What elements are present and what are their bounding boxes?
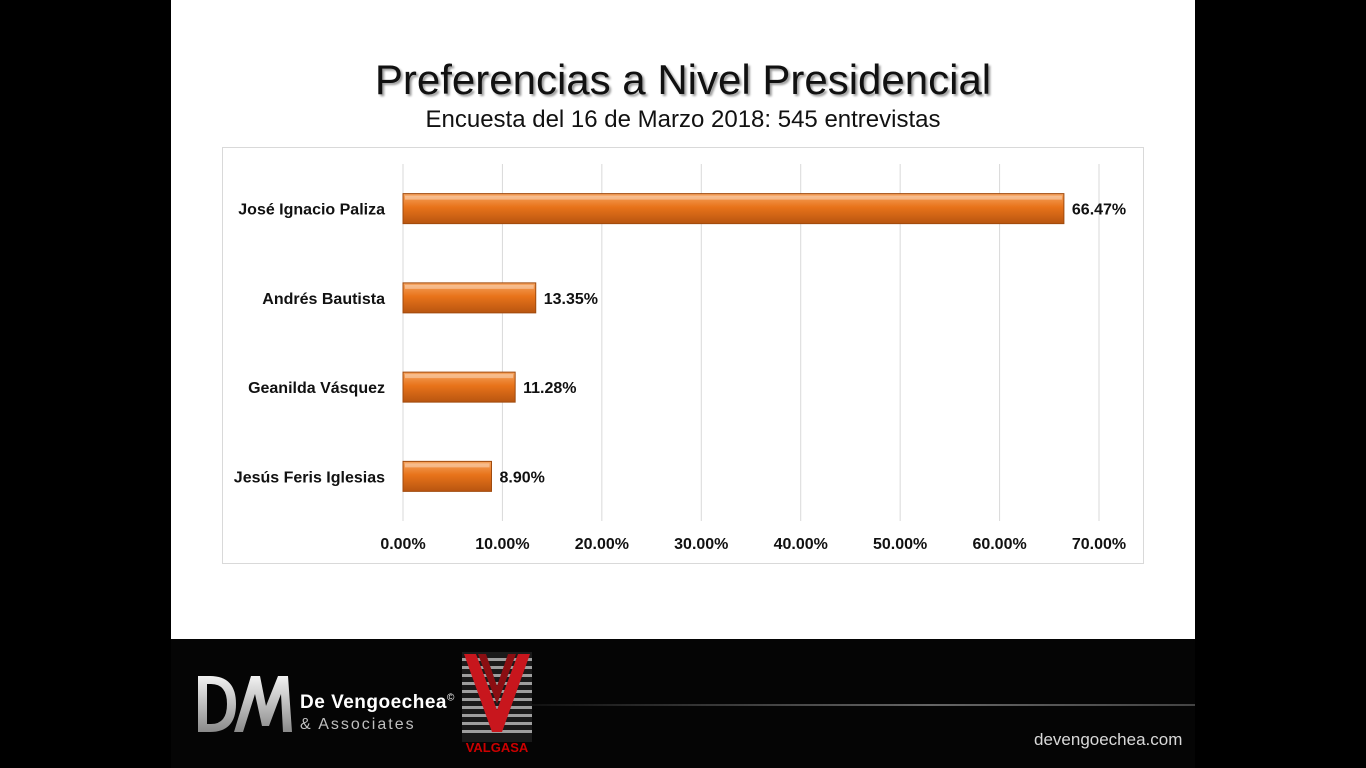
data-label: 8.90% <box>499 469 544 486</box>
bar-highlight <box>405 463 490 468</box>
bar-highlight <box>405 284 534 289</box>
bar-chart: 0.00% 10.00% 20.00% 30.00% 40.00% 50.00% 60.00… <box>234 164 1126 553</box>
x-tick-label: 0.00% <box>380 536 425 553</box>
bar <box>402 282 537 314</box>
x-tick-label: 60.00% <box>972 536 1026 553</box>
brand-name-text: De Vengoechea <box>300 692 447 713</box>
category-label: Geanilda Vásquez <box>248 380 385 397</box>
valgasa-label: VALGASA <box>465 740 529 755</box>
bar <box>402 193 1065 225</box>
brand-mark: © <box>446 692 455 704</box>
category-label: Andrés Bautista <box>262 291 385 308</box>
data-label: 66.47% <box>1072 202 1126 219</box>
x-tick-label: 70.00% <box>1072 536 1126 553</box>
x-tick-label: 50.00% <box>873 536 927 553</box>
x-tick-label: 30.00% <box>674 536 728 553</box>
page-subtitle: Encuesta del 16 de Marzo 2018: 545 entre… <box>425 106 941 133</box>
dm-logo-icon <box>198 676 292 732</box>
x-tick-label: 10.00% <box>475 536 529 553</box>
data-label: 11.28% <box>523 380 576 397</box>
brand-name: De Vengoechea© <box>300 692 455 714</box>
footer-bar <box>171 639 1195 768</box>
bar-highlight <box>405 374 514 379</box>
data-label: 13.35% <box>544 291 598 308</box>
x-tick-label: 20.00% <box>575 536 629 553</box>
brand-subtitle: & Associates <box>300 716 416 733</box>
x-tick-label: 40.00% <box>774 536 828 553</box>
bar <box>402 371 516 403</box>
category-label: José Ignacio Paliza <box>238 202 385 219</box>
page-title: Preferencias a Nivel Presidencial <box>374 56 992 103</box>
category-label: Jesús Feris Iglesias <box>234 469 385 486</box>
website-link[interactable]: devengoechea.com <box>1034 730 1183 749</box>
valgasa-logo-icon <box>462 652 532 742</box>
bar <box>402 460 492 492</box>
footer-divider <box>530 704 1195 706</box>
chart-area: 0.00% 10.00% 20.00% 30.00% 40.00% 50.00% 60.00… <box>222 147 1144 564</box>
bar-highlight <box>405 195 1062 200</box>
